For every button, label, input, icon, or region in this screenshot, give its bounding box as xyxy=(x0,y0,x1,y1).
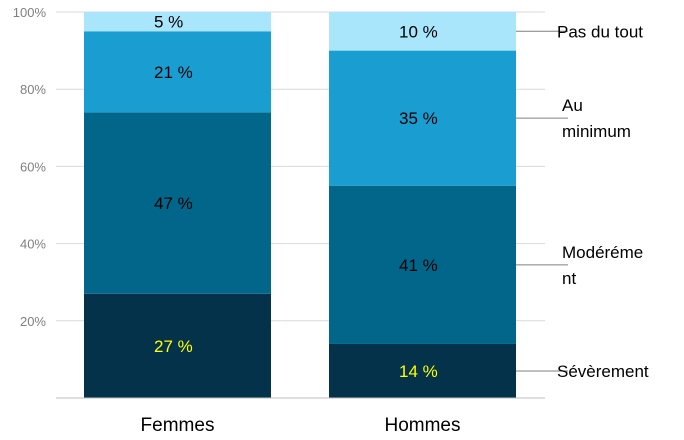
y-tick-label-20: 20% xyxy=(20,314,46,329)
data-label-hommes-severement: 14 % xyxy=(399,362,438,381)
legend-label-moderement-line-2: nt xyxy=(562,269,576,288)
legend-label-pas-du-tout-line-1: Pas du tout xyxy=(557,22,643,41)
legend-item-severement: Sévèrement xyxy=(516,362,649,381)
data-label-hommes-moderement: 41 % xyxy=(399,256,438,275)
bar-hommes-pas-du-tout xyxy=(329,12,516,51)
bar-femmes-pas-du-tout xyxy=(84,12,271,32)
bar-femmes-severement xyxy=(84,293,271,398)
y-tick-label-80: 80% xyxy=(20,82,46,97)
data-label-hommes-au-minimum: 35 % xyxy=(399,109,438,128)
x-tick-label-hommes: Hommes xyxy=(384,415,460,436)
data-label-femmes-au-minimum: 21 % xyxy=(154,63,193,82)
data-label-femmes-pas-du-tout: 5 % xyxy=(154,13,183,32)
y-tick-label-40: 40% xyxy=(20,237,46,252)
data-label-femmes-severement: 27 % xyxy=(154,337,193,356)
legend-item-pas-du-tout: Pas du tout xyxy=(516,22,643,41)
legend-label-severement-line-1: Sévèrement xyxy=(557,362,649,381)
y-axis: 20% 40% 60% 80% 100% xyxy=(13,5,47,329)
legend-label-au-minimum-line-1: Au xyxy=(562,96,583,115)
bar-hommes-au-minimum xyxy=(329,50,516,186)
bars: 27 % 47 % 21 % 5 % 14 % 41 % 35 % 10 % xyxy=(84,12,516,398)
y-tick-label-100: 100% xyxy=(13,5,47,20)
x-tick-label-femmes: Femmes xyxy=(141,415,215,436)
bar-femmes-moderement xyxy=(84,112,271,294)
legend: Sévèrement Modéréme nt Au minimum Pas du tout xyxy=(516,22,649,381)
bar-hommes-moderement xyxy=(329,185,516,344)
y-tick-label-60: 60% xyxy=(20,159,46,174)
legend-item-au-minimum: Au minimum xyxy=(516,96,631,141)
legend-label-moderement-line-1: Modéréme xyxy=(562,243,643,262)
bar-femmes-au-minimum xyxy=(84,31,271,113)
legend-item-moderement: Modéréme nt xyxy=(516,243,643,288)
x-axis-labels: Femmes Hommes xyxy=(141,415,461,436)
data-label-femmes-moderement: 47 % xyxy=(154,194,193,213)
bar-hommes-severement xyxy=(329,343,516,398)
legend-label-au-minimum-line-2: minimum xyxy=(562,122,631,141)
data-label-hommes-pas-du-tout: 10 % xyxy=(399,22,438,41)
